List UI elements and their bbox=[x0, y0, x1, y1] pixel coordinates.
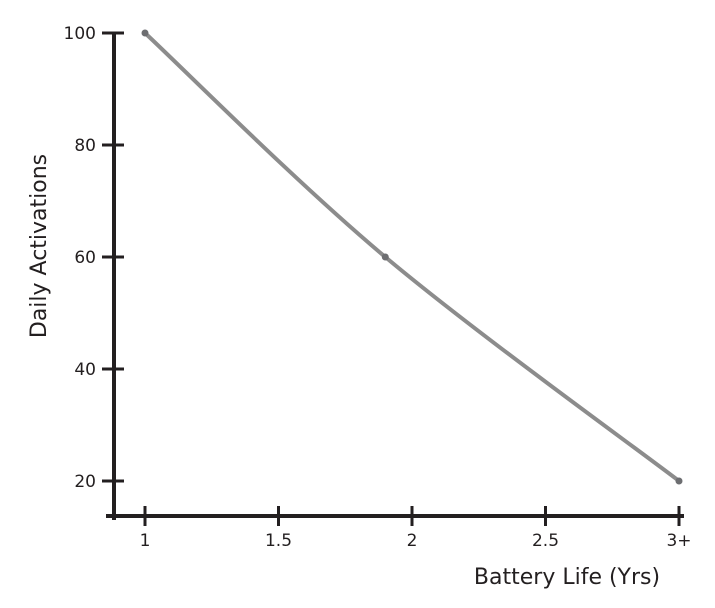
x-tick-label: 1.5 bbox=[265, 531, 292, 551]
ticks: 20 40 60 80 100 1 1.5 2 2.5 3+ bbox=[64, 24, 692, 551]
y-tick-label: 80 bbox=[74, 136, 96, 156]
data-point bbox=[141, 29, 149, 37]
data-point bbox=[675, 477, 683, 485]
y-tick-label: 40 bbox=[74, 360, 96, 380]
x-axis-title: Battery Life (Yrs) bbox=[474, 565, 660, 590]
axes bbox=[106, 33, 684, 520]
y-tick-label: 100 bbox=[64, 24, 96, 44]
x-tick-label: 2.5 bbox=[532, 531, 559, 551]
y-tick-label: 20 bbox=[74, 472, 96, 492]
data-point bbox=[381, 253, 389, 261]
x-tick-label: 2 bbox=[407, 531, 418, 551]
x-tick-label: 1 bbox=[140, 531, 151, 551]
y-axis-title: Daily Activations bbox=[27, 154, 52, 338]
series bbox=[141, 29, 683, 485]
y-tick-label: 60 bbox=[74, 248, 96, 268]
series-line bbox=[143, 31, 681, 483]
x-tick-label: 3+ bbox=[666, 531, 691, 551]
